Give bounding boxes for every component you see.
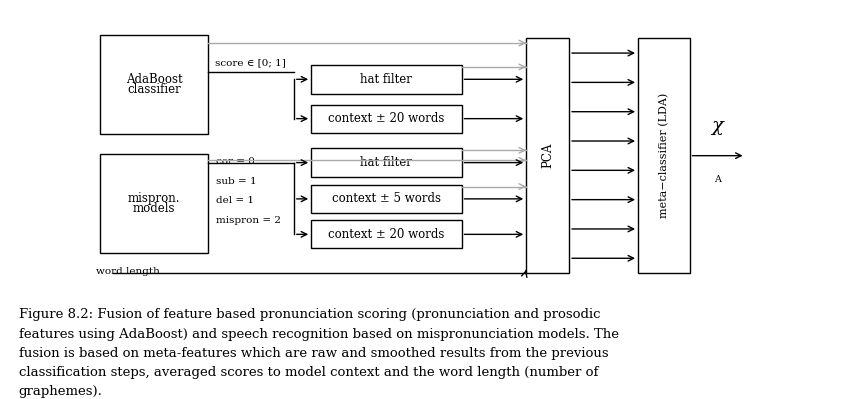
Text: meta−classifier (LDA): meta−classifier (LDA) bbox=[658, 93, 669, 218]
Text: χ: χ bbox=[711, 117, 723, 135]
Text: cor = 0: cor = 0 bbox=[217, 157, 255, 166]
Text: hat filter: hat filter bbox=[361, 73, 413, 86]
Bar bbox=[311, 185, 462, 213]
Text: context ± 20 words: context ± 20 words bbox=[328, 228, 444, 241]
Text: hat filter: hat filter bbox=[361, 156, 413, 169]
Text: graphemes).: graphemes). bbox=[19, 385, 103, 398]
Bar bbox=[311, 65, 462, 94]
Text: word length: word length bbox=[96, 267, 160, 277]
Text: context ± 5 words: context ± 5 words bbox=[332, 192, 441, 205]
Text: mispron.: mispron. bbox=[128, 192, 180, 205]
Text: classification steps, averaged scores to model context and the word length (numb: classification steps, averaged scores to… bbox=[19, 366, 598, 379]
Text: del = 1: del = 1 bbox=[217, 196, 255, 205]
Text: PCA: PCA bbox=[541, 143, 554, 168]
Text: mispron = 2: mispron = 2 bbox=[217, 216, 281, 225]
Text: context ± 20 words: context ± 20 words bbox=[328, 112, 444, 125]
Text: Figure 8.2: Fusion of feature based pronunciation scoring (pronunciation and pro: Figure 8.2: Fusion of feature based pron… bbox=[19, 308, 600, 322]
Bar bbox=[526, 38, 569, 273]
Bar bbox=[100, 36, 208, 134]
Text: models: models bbox=[133, 202, 175, 215]
Bar bbox=[638, 38, 690, 273]
Text: score ∈ [0; 1]: score ∈ [0; 1] bbox=[215, 59, 286, 68]
Text: AdaBoost: AdaBoost bbox=[126, 73, 182, 86]
Bar bbox=[311, 148, 462, 177]
Text: ᴬ: ᴬ bbox=[714, 176, 721, 190]
Text: features using AdaBoost) and speech recognition based on mispronunciation models: features using AdaBoost) and speech reco… bbox=[19, 328, 619, 340]
Text: classifier: classifier bbox=[127, 83, 181, 96]
Bar bbox=[311, 105, 462, 132]
Text: fusion is based on meta-features which are raw and smoothed results from the pre: fusion is based on meta-features which a… bbox=[19, 347, 608, 359]
Bar bbox=[100, 154, 208, 253]
Bar bbox=[311, 221, 462, 248]
Text: sub = 1: sub = 1 bbox=[217, 178, 257, 186]
